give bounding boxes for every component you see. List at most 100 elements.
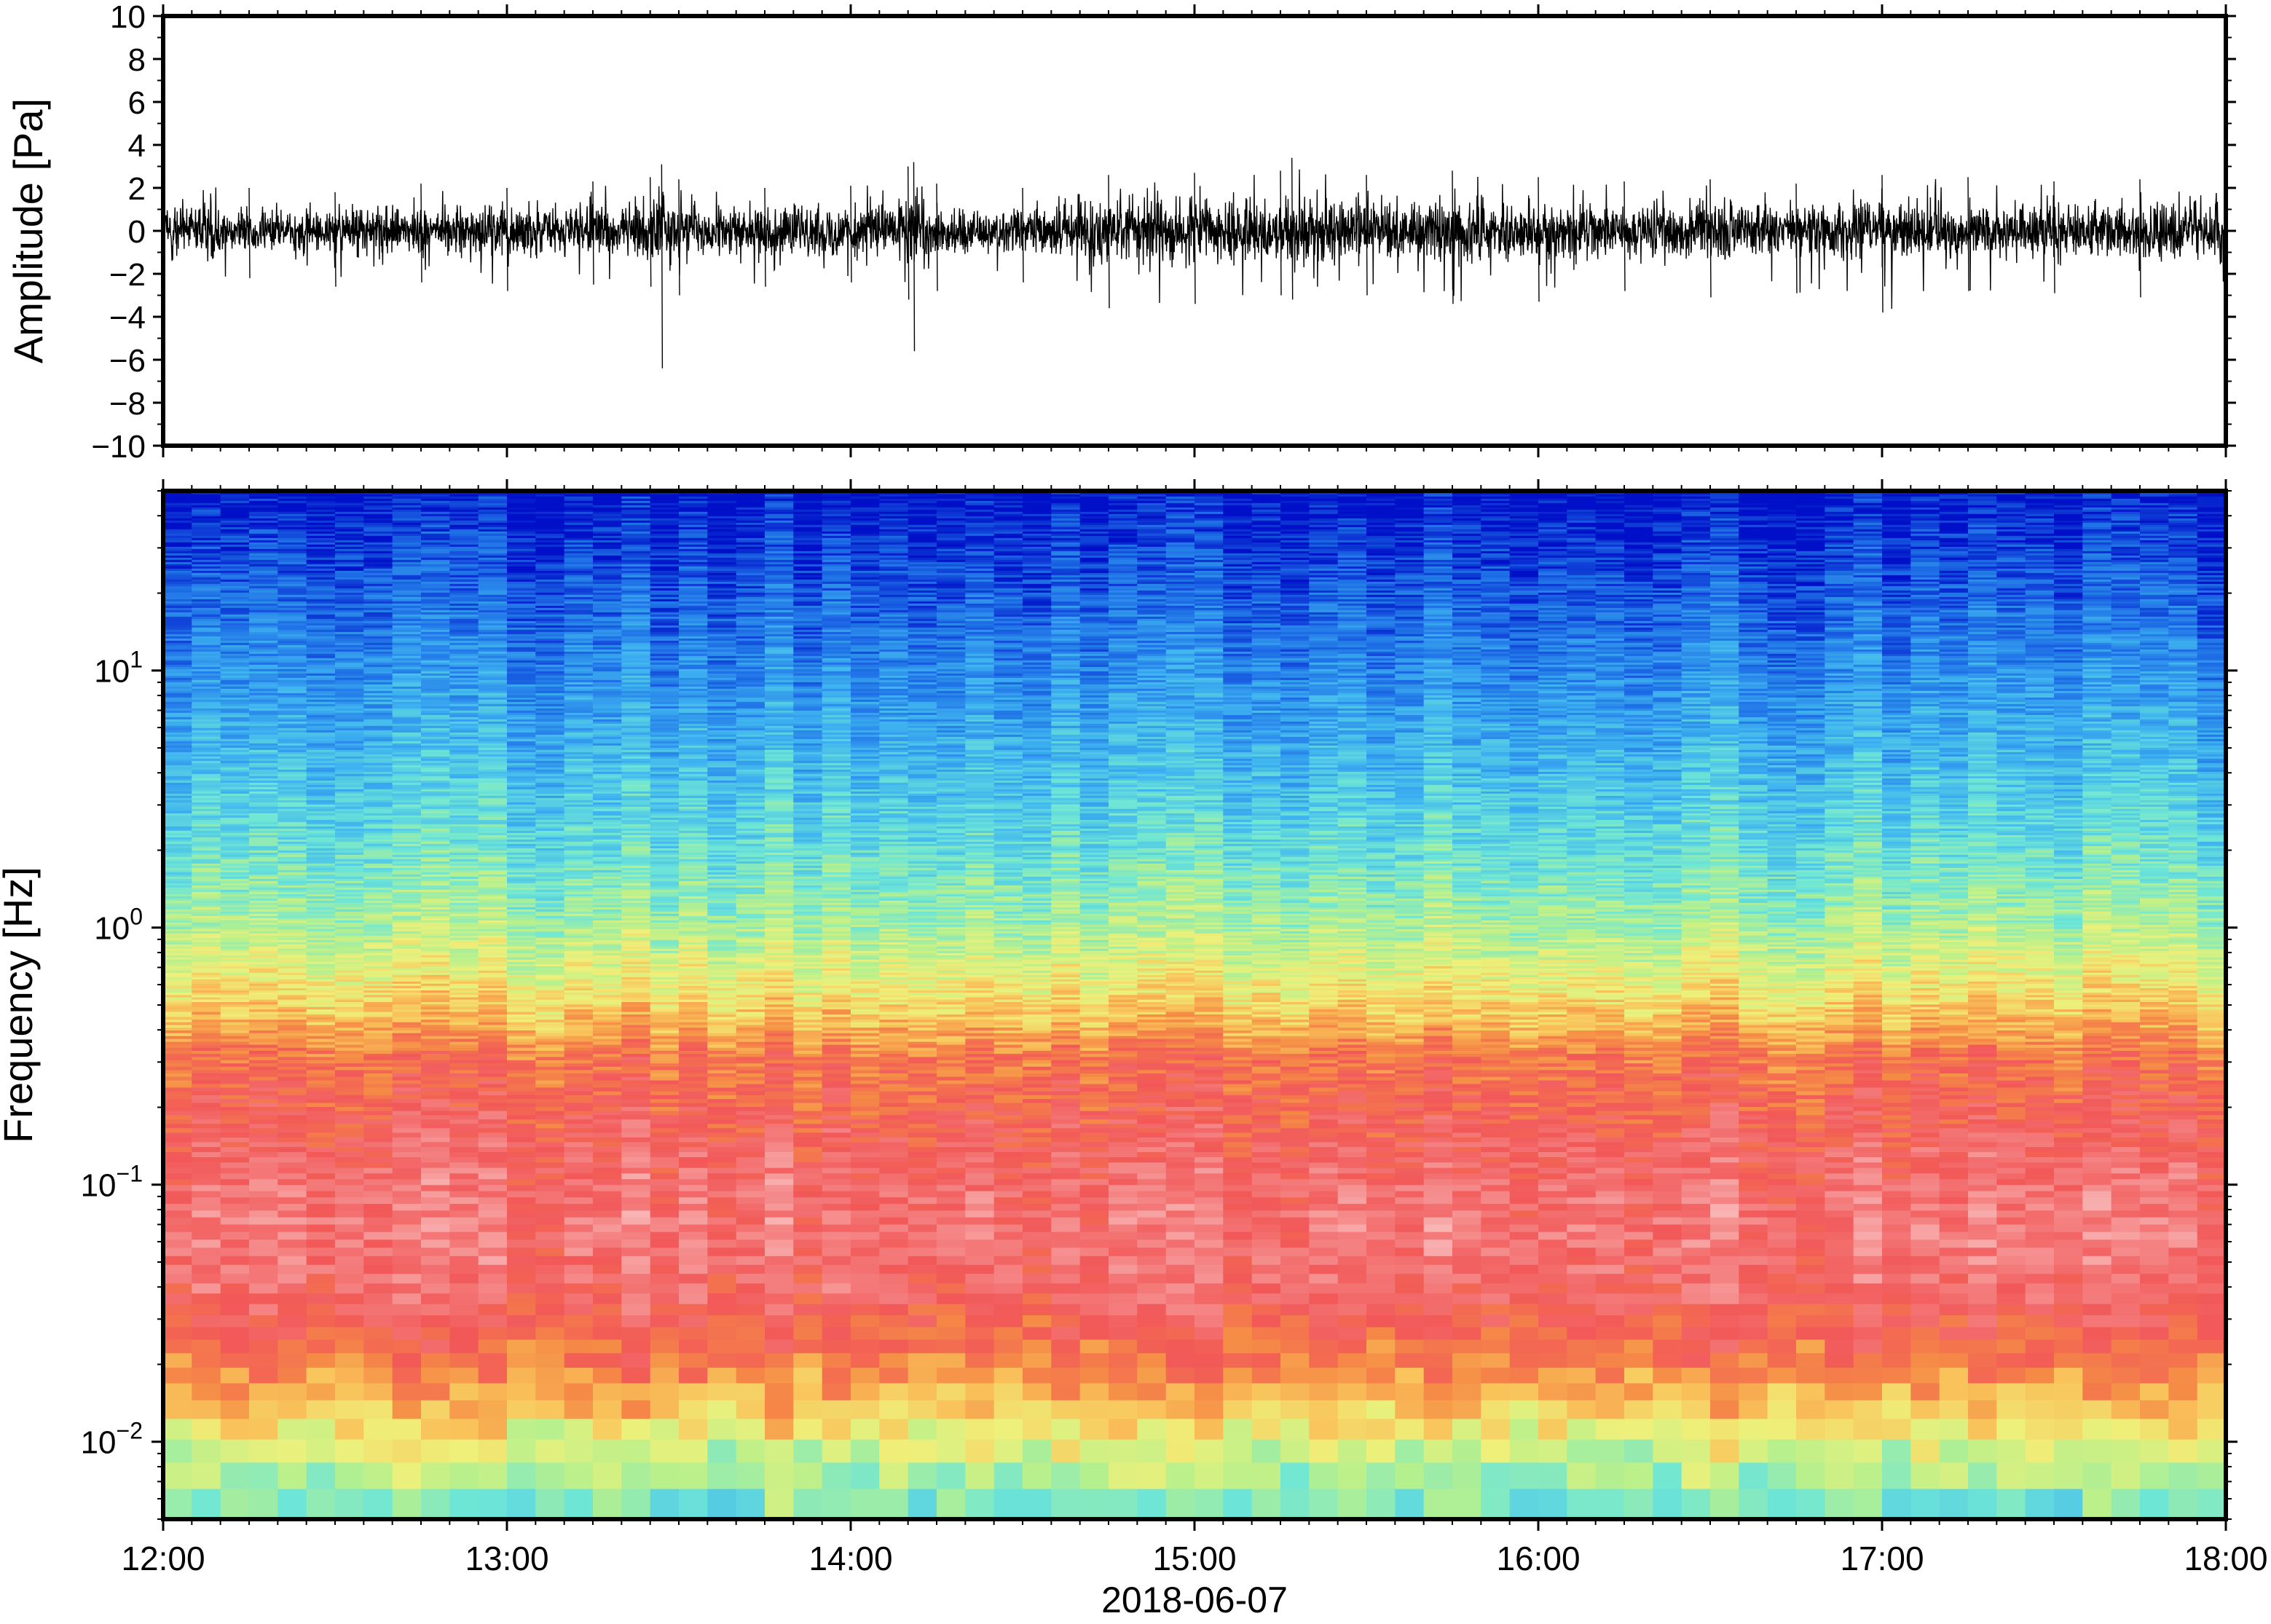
spectrogram-cell [249, 1106, 278, 1111]
spectrogram-cell [535, 1439, 564, 1462]
spectrogram-cell [479, 1128, 508, 1133]
spectrogram-cell [449, 1091, 479, 1095]
spectrogram-cell [192, 1489, 221, 1520]
spectrogram-cell [479, 1060, 508, 1063]
spectrogram-cell [249, 1239, 278, 1248]
spectrogram-cell [192, 1073, 221, 1076]
spectrogram-cell [421, 1124, 450, 1129]
spectrogram-cell [535, 1041, 564, 1045]
spectrogram-cell [335, 1217, 364, 1224]
spectrogram-cell [221, 1028, 250, 1030]
spectrogram-cell [278, 1014, 307, 1017]
spectrogram-cell [535, 1054, 564, 1057]
spectrogram-cell [535, 1283, 564, 1293]
spectrogram-cell [307, 1047, 336, 1051]
spectrogram-cell [479, 1304, 508, 1315]
spectrogram-cell [421, 1264, 450, 1274]
spectrogram-cell [363, 1047, 393, 1051]
spectrogram-cell [507, 1167, 536, 1173]
spectrogram-cell [449, 1073, 479, 1076]
spectrogram-cell [249, 1367, 278, 1383]
spectrogram-cell [307, 1057, 336, 1060]
spectrogram-cell [593, 1217, 622, 1224]
spectrogram-cell [564, 1106, 594, 1111]
spectrogram-cell [278, 1076, 307, 1080]
spectrogram-cell [307, 1293, 336, 1304]
spectrogram-cell [421, 1327, 450, 1340]
spectrogram-cell [535, 1124, 564, 1129]
spectrogram-cell [564, 1022, 594, 1025]
spectrogram-cell [307, 1070, 336, 1073]
spectrogram-cell [535, 1383, 564, 1400]
spectrogram-cell [479, 1185, 508, 1191]
spectrogram-cell [307, 1044, 336, 1048]
spectrogram-cell [507, 1339, 536, 1353]
spectrogram-cell [163, 1210, 192, 1218]
spectrogram-cell [449, 1283, 479, 1293]
spectrogram-cell [507, 1119, 536, 1124]
spectrogram-cell [278, 1063, 307, 1067]
spectrogram-cell [507, 1080, 536, 1084]
spectrogram-cell [163, 1124, 192, 1129]
spectrogram-cell [363, 1103, 393, 1107]
spectrogram-cell [564, 1054, 594, 1057]
spectrogram-cell [221, 1076, 250, 1080]
spectrogram-cell [307, 1400, 336, 1419]
spectrogram-cell [421, 1293, 450, 1304]
spectrogram-cell [335, 1162, 364, 1168]
spectrogram-cell [278, 1315, 307, 1328]
spectrogram-cell [479, 1022, 508, 1025]
spectrogram-cell [564, 1191, 594, 1197]
spectrogram-cell [421, 1070, 450, 1073]
spectrogram-cell [249, 1014, 278, 1017]
spectrogram-cell [335, 1367, 364, 1383]
spectrogram-cell [249, 1147, 278, 1153]
spectrogram-cell [278, 1353, 307, 1368]
spectrogram-cell [564, 1283, 594, 1293]
spectrogram-cell [564, 1339, 594, 1353]
spectrogram-cell [421, 1224, 450, 1232]
spectrogram-cell [393, 1080, 422, 1084]
spectrogram-cell [278, 1022, 307, 1025]
spectrogram-cell [249, 1383, 278, 1400]
spectrogram-cell [221, 1383, 250, 1400]
spectrogram-cell [221, 1070, 250, 1073]
y-tick-label: 10 [110, 0, 146, 35]
spectrogram-cell [163, 1283, 192, 1293]
spectrogram-cell [307, 1084, 336, 1088]
spectrogram-cell [278, 1462, 307, 1489]
spectrogram-cell [393, 1017, 422, 1020]
spectrogram-cell [249, 1293, 278, 1304]
spectrogram-cell [393, 1084, 422, 1088]
spectrogram-cell [249, 1119, 278, 1124]
spectrogram-cell [564, 1111, 594, 1115]
spectrogram-cell [335, 1057, 364, 1060]
spectrogram-cell [307, 1073, 336, 1076]
spectrogram-cell [192, 1239, 221, 1248]
spectrogram-cell [363, 1022, 393, 1025]
spectrogram-cell [421, 1099, 450, 1103]
spectrogram-cell [593, 1210, 622, 1218]
spectrogram-cell [449, 1489, 479, 1520]
spectrogram-cell [163, 1400, 192, 1419]
spectrogram-cell [535, 1179, 564, 1186]
spectrogram-cell [449, 1162, 479, 1168]
spectrogram-cell [335, 1128, 364, 1133]
spectrogram-cell [363, 1095, 393, 1099]
spectrogram-cell [278, 1128, 307, 1133]
spectrogram-cell [249, 1066, 278, 1070]
spectrogram-cell [479, 1041, 508, 1045]
spectrogram-cell [393, 1304, 422, 1315]
spectrogram-cell [593, 1128, 622, 1133]
spectrogram-cell [449, 1115, 479, 1120]
spectrogram-cell [507, 1017, 536, 1020]
spectrogram-cell [449, 1047, 479, 1051]
spectrogram-cell [479, 1274, 508, 1284]
spectrogram-cell [221, 1157, 250, 1163]
spectrogram-cell [335, 1264, 364, 1274]
spectrogram-cell [479, 1489, 508, 1520]
spectrogram-cell [363, 1419, 393, 1440]
spectrogram-cell [393, 1044, 422, 1048]
spectrogram-cell [163, 1099, 192, 1103]
spectrogram-cell [393, 1162, 422, 1168]
